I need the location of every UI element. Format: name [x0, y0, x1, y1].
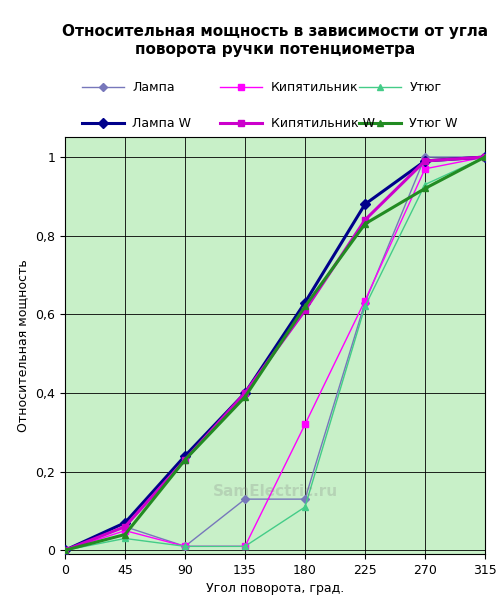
Кипятильник W — [482, 153, 488, 161]
Кипятильник — [182, 543, 188, 550]
Text: Лампа: Лампа — [132, 81, 175, 94]
Line: Кипятильник: Кипятильник — [62, 154, 488, 553]
Утюг W — [362, 220, 368, 228]
Утюг — [422, 181, 428, 188]
Лампа W — [242, 389, 248, 396]
Лампа — [362, 299, 368, 306]
Лампа W — [182, 452, 188, 460]
Утюг — [482, 153, 488, 161]
Лампа W — [422, 157, 428, 164]
Text: Кипятильник W: Кипятильник W — [271, 116, 375, 130]
Лампа W — [302, 299, 308, 306]
Кипятильник W — [422, 157, 428, 164]
Line: Утюг: Утюг — [62, 154, 488, 553]
Утюг W — [302, 303, 308, 310]
X-axis label: Угол поворота, град.: Угол поворота, град. — [206, 582, 344, 596]
Line: Лампа W: Лампа W — [62, 153, 488, 554]
Кипятильник W — [62, 547, 68, 554]
Утюг W — [422, 185, 428, 192]
Кипятильник — [422, 165, 428, 172]
Утюг — [242, 543, 248, 550]
Лампа W — [362, 200, 368, 208]
Лампа — [482, 153, 488, 161]
Кипятильник — [482, 153, 488, 161]
Кипятильник — [122, 527, 128, 534]
Лампа W — [62, 547, 68, 554]
Text: Утюг: Утюг — [410, 81, 442, 94]
Text: Утюг W: Утюг W — [410, 116, 458, 130]
Утюг W — [182, 456, 188, 463]
Кипятильник W — [242, 389, 248, 396]
Утюг — [182, 543, 188, 550]
Кипятильник W — [362, 216, 368, 224]
Утюг — [302, 504, 308, 511]
Кипятильник — [62, 547, 68, 554]
Лампа W — [122, 519, 128, 526]
Кипятильник W — [302, 307, 308, 314]
Line: Утюг W: Утюг W — [62, 153, 488, 554]
Text: SamElectric.ru: SamElectric.ru — [212, 484, 338, 499]
Кипятильник — [302, 421, 308, 428]
Утюг W — [482, 153, 488, 161]
Y-axis label: Относительная мощность: Относительная мощность — [16, 259, 30, 432]
Лампа — [62, 547, 68, 554]
Утюг W — [62, 547, 68, 554]
Лампа — [242, 496, 248, 503]
Утюг — [362, 303, 368, 310]
Кипятильник W — [122, 523, 128, 530]
Лампа — [122, 523, 128, 530]
Утюг — [62, 547, 68, 554]
Утюг W — [122, 531, 128, 538]
Line: Лампа: Лампа — [62, 154, 488, 553]
Лампа — [302, 496, 308, 503]
Лампа — [182, 543, 188, 550]
Line: Кипятильник W: Кипятильник W — [62, 153, 488, 554]
Text: Кипятильник: Кипятильник — [271, 81, 358, 94]
Кипятильник — [242, 543, 248, 550]
Утюг W — [242, 393, 248, 401]
Text: Лампа W: Лампа W — [132, 116, 191, 130]
Text: Относительная мощность в зависимости от угла
поворота ручки потенциометра: Относительная мощность в зависимости от … — [62, 24, 488, 57]
Лампа — [422, 153, 428, 161]
Утюг — [122, 535, 128, 542]
Лампа W — [482, 153, 488, 161]
Кипятильник — [362, 297, 368, 304]
Кипятильник W — [182, 456, 188, 463]
